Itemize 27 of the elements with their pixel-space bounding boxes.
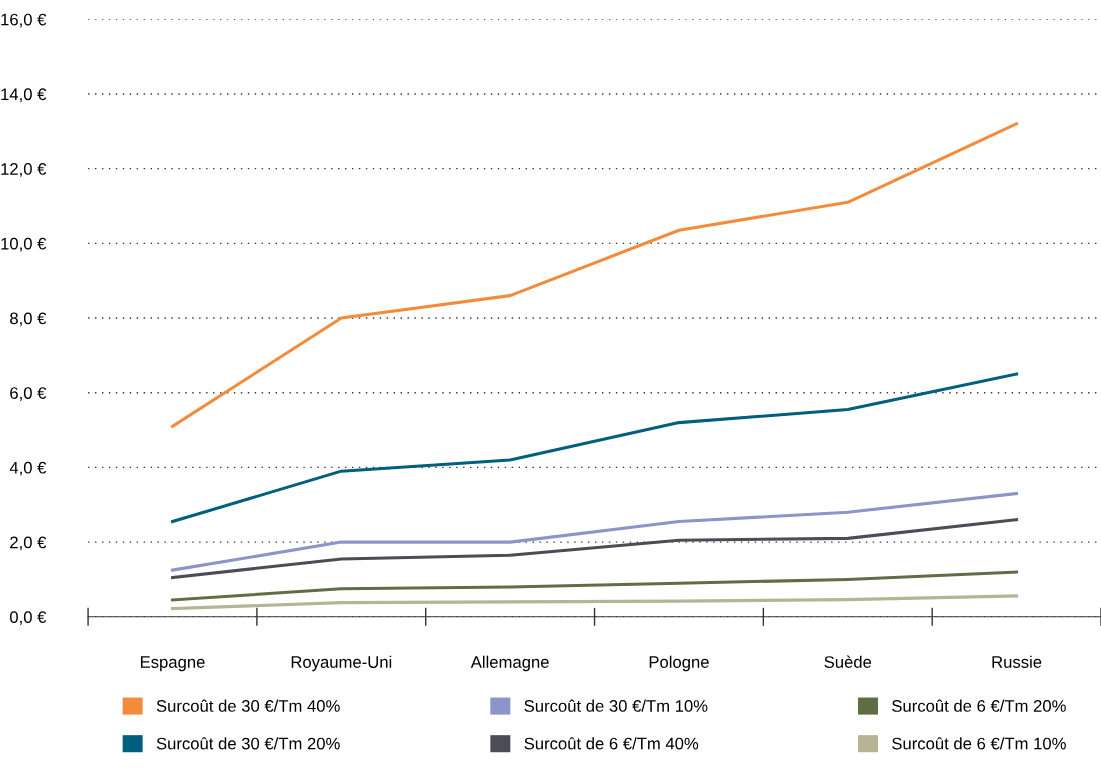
x-tick-label: Allemagne bbox=[470, 655, 549, 672]
line-series bbox=[170, 594, 1019, 611]
y-tick-label: 10,0 € bbox=[1, 237, 47, 252]
x-tick-label: Pologne bbox=[649, 655, 709, 672]
legend-label: Surcoût de 6 €/Tm 40% bbox=[524, 737, 699, 750]
y-tick-label: 2,0 € bbox=[10, 536, 47, 551]
line-series bbox=[170, 372, 1019, 524]
line-series bbox=[170, 122, 1019, 428]
line-series bbox=[170, 492, 1019, 572]
line-series bbox=[170, 518, 1019, 580]
y-tick-label: 8,0 € bbox=[10, 312, 47, 327]
x-tick-label: Espagne bbox=[140, 656, 205, 672]
legend-label: Surcoût de 30 €/Tm 20% bbox=[156, 737, 340, 750]
line-series bbox=[170, 570, 1019, 602]
legend-label: Surcoût de 30 €/Tm 40% bbox=[156, 699, 340, 712]
y-tick-label: 16,0 € bbox=[1, 13, 47, 28]
legend-label: Surcoût de 30 €/Tm 10% bbox=[524, 699, 708, 712]
y-tick-label: 4,0 € bbox=[9, 461, 47, 476]
y-tick-label: 12,0 € bbox=[1, 163, 47, 177]
y-tick-label: 6,0 € bbox=[10, 387, 47, 401]
legend-label: Surcoût de 6 €/Tm 20% bbox=[892, 699, 1066, 712]
y-tick-label: 0,0 € bbox=[10, 611, 47, 625]
x-tick-label: Royaume-Uni bbox=[291, 655, 392, 672]
legend-label: Surcoût de 6 €/Tm 10% bbox=[892, 737, 1066, 750]
y-tick-label: 14,0 € bbox=[1, 88, 47, 103]
x-tick-label: Russie bbox=[992, 655, 1042, 668]
x-tick-label: Suède bbox=[824, 655, 872, 668]
